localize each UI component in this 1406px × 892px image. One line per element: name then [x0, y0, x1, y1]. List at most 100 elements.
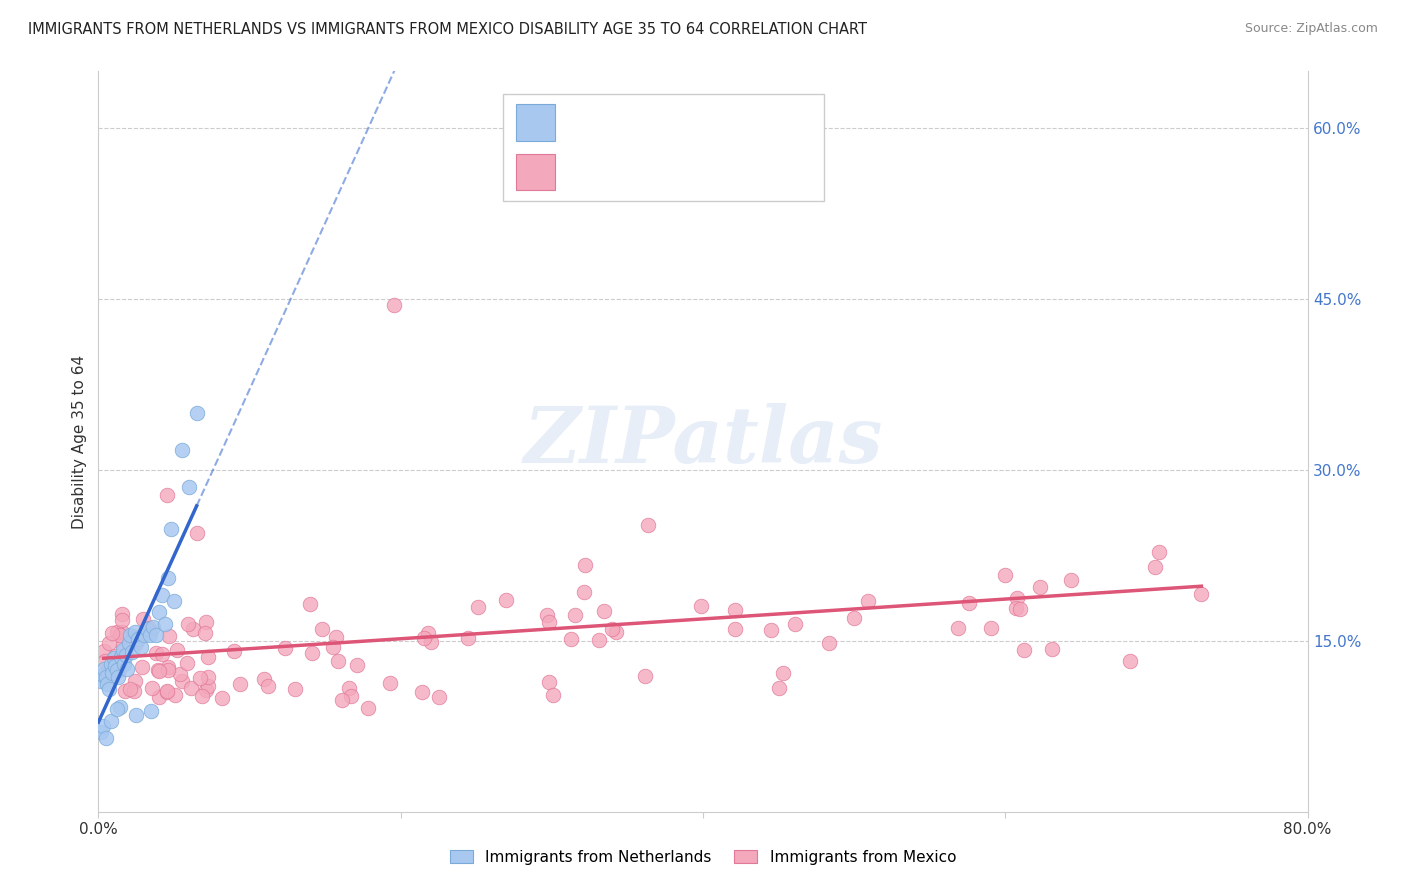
Point — [125, 636, 148, 650]
Point — [564, 607, 586, 622]
Point — [188, 671, 211, 685]
Point — [180, 681, 202, 695]
Point — [637, 517, 659, 532]
Point — [382, 298, 405, 312]
Point — [253, 672, 276, 686]
Point — [572, 585, 595, 599]
Point — [724, 622, 747, 636]
Text: ZIPatlas: ZIPatlas — [523, 403, 883, 480]
Point — [457, 632, 479, 646]
Point — [104, 659, 127, 673]
Point — [156, 488, 179, 502]
Point — [600, 623, 623, 637]
Point — [101, 625, 124, 640]
Point — [129, 640, 152, 654]
Point — [153, 616, 176, 631]
Point — [1005, 591, 1028, 605]
Point — [131, 660, 153, 674]
Point — [416, 626, 439, 640]
Point — [761, 624, 783, 638]
Text: IMMIGRANTS FROM NETHERLANDS VS IMMIGRANTS FROM MEXICO DISABILITY AGE 35 TO 64 CO: IMMIGRANTS FROM NETHERLANDS VS IMMIGRANT… — [28, 22, 868, 37]
Point — [378, 676, 401, 690]
Point — [538, 675, 561, 690]
Point — [91, 668, 114, 682]
Point — [411, 685, 433, 699]
Point — [111, 643, 134, 657]
Point — [138, 621, 160, 635]
Point — [94, 731, 117, 745]
Point — [1010, 602, 1032, 616]
Point — [257, 679, 280, 693]
Point — [420, 634, 443, 648]
Point — [689, 599, 711, 613]
Point — [118, 636, 141, 650]
Point — [145, 646, 167, 660]
Point — [107, 670, 129, 684]
Point — [177, 617, 200, 632]
Point — [104, 648, 127, 663]
Point — [160, 522, 183, 536]
Legend: Immigrants from Netherlands, Immigrants from Mexico: Immigrants from Netherlands, Immigrants … — [444, 844, 962, 871]
Point — [783, 617, 806, 632]
Point — [169, 666, 191, 681]
Point — [197, 669, 219, 683]
Point — [994, 568, 1017, 582]
Point — [768, 681, 790, 695]
Point — [121, 645, 143, 659]
Point — [124, 673, 146, 688]
Point — [197, 650, 219, 665]
Point — [148, 606, 170, 620]
Point — [93, 644, 115, 658]
Point — [139, 628, 162, 642]
Point — [1147, 545, 1170, 559]
Point — [112, 657, 135, 671]
Point — [842, 610, 865, 624]
Point — [141, 681, 163, 695]
Point — [127, 632, 149, 646]
Point — [105, 702, 128, 716]
Point — [340, 689, 363, 703]
Point — [110, 649, 132, 664]
Point — [224, 644, 246, 658]
Point — [176, 656, 198, 670]
Point — [605, 624, 627, 639]
Point — [124, 630, 146, 644]
Point — [132, 628, 155, 642]
Point — [124, 624, 146, 639]
Point — [110, 628, 132, 642]
Point — [163, 688, 186, 702]
Point — [311, 622, 333, 636]
Point — [197, 679, 219, 693]
Point — [284, 681, 307, 696]
Point — [322, 640, 344, 655]
Point — [90, 673, 112, 688]
Point — [118, 681, 141, 696]
Point — [142, 620, 165, 634]
Point — [1004, 601, 1026, 615]
Point — [114, 648, 136, 662]
Point — [148, 690, 170, 705]
Point — [772, 665, 794, 680]
Point — [103, 651, 125, 665]
Point — [122, 631, 145, 645]
Point — [96, 665, 118, 679]
Point — [1189, 587, 1212, 601]
Point — [97, 667, 120, 681]
Point — [195, 615, 218, 629]
Point — [724, 603, 747, 617]
Point — [94, 654, 117, 668]
Point — [980, 621, 1002, 635]
Point — [194, 626, 217, 640]
Point — [429, 690, 451, 704]
Point — [111, 624, 134, 639]
Point — [100, 714, 122, 728]
Point — [326, 655, 349, 669]
Point — [1029, 580, 1052, 594]
Point — [132, 612, 155, 626]
Point — [150, 648, 173, 662]
Point — [91, 719, 114, 733]
Point — [101, 665, 124, 680]
Point — [211, 691, 233, 706]
Point — [172, 674, 194, 689]
Point — [114, 684, 136, 698]
